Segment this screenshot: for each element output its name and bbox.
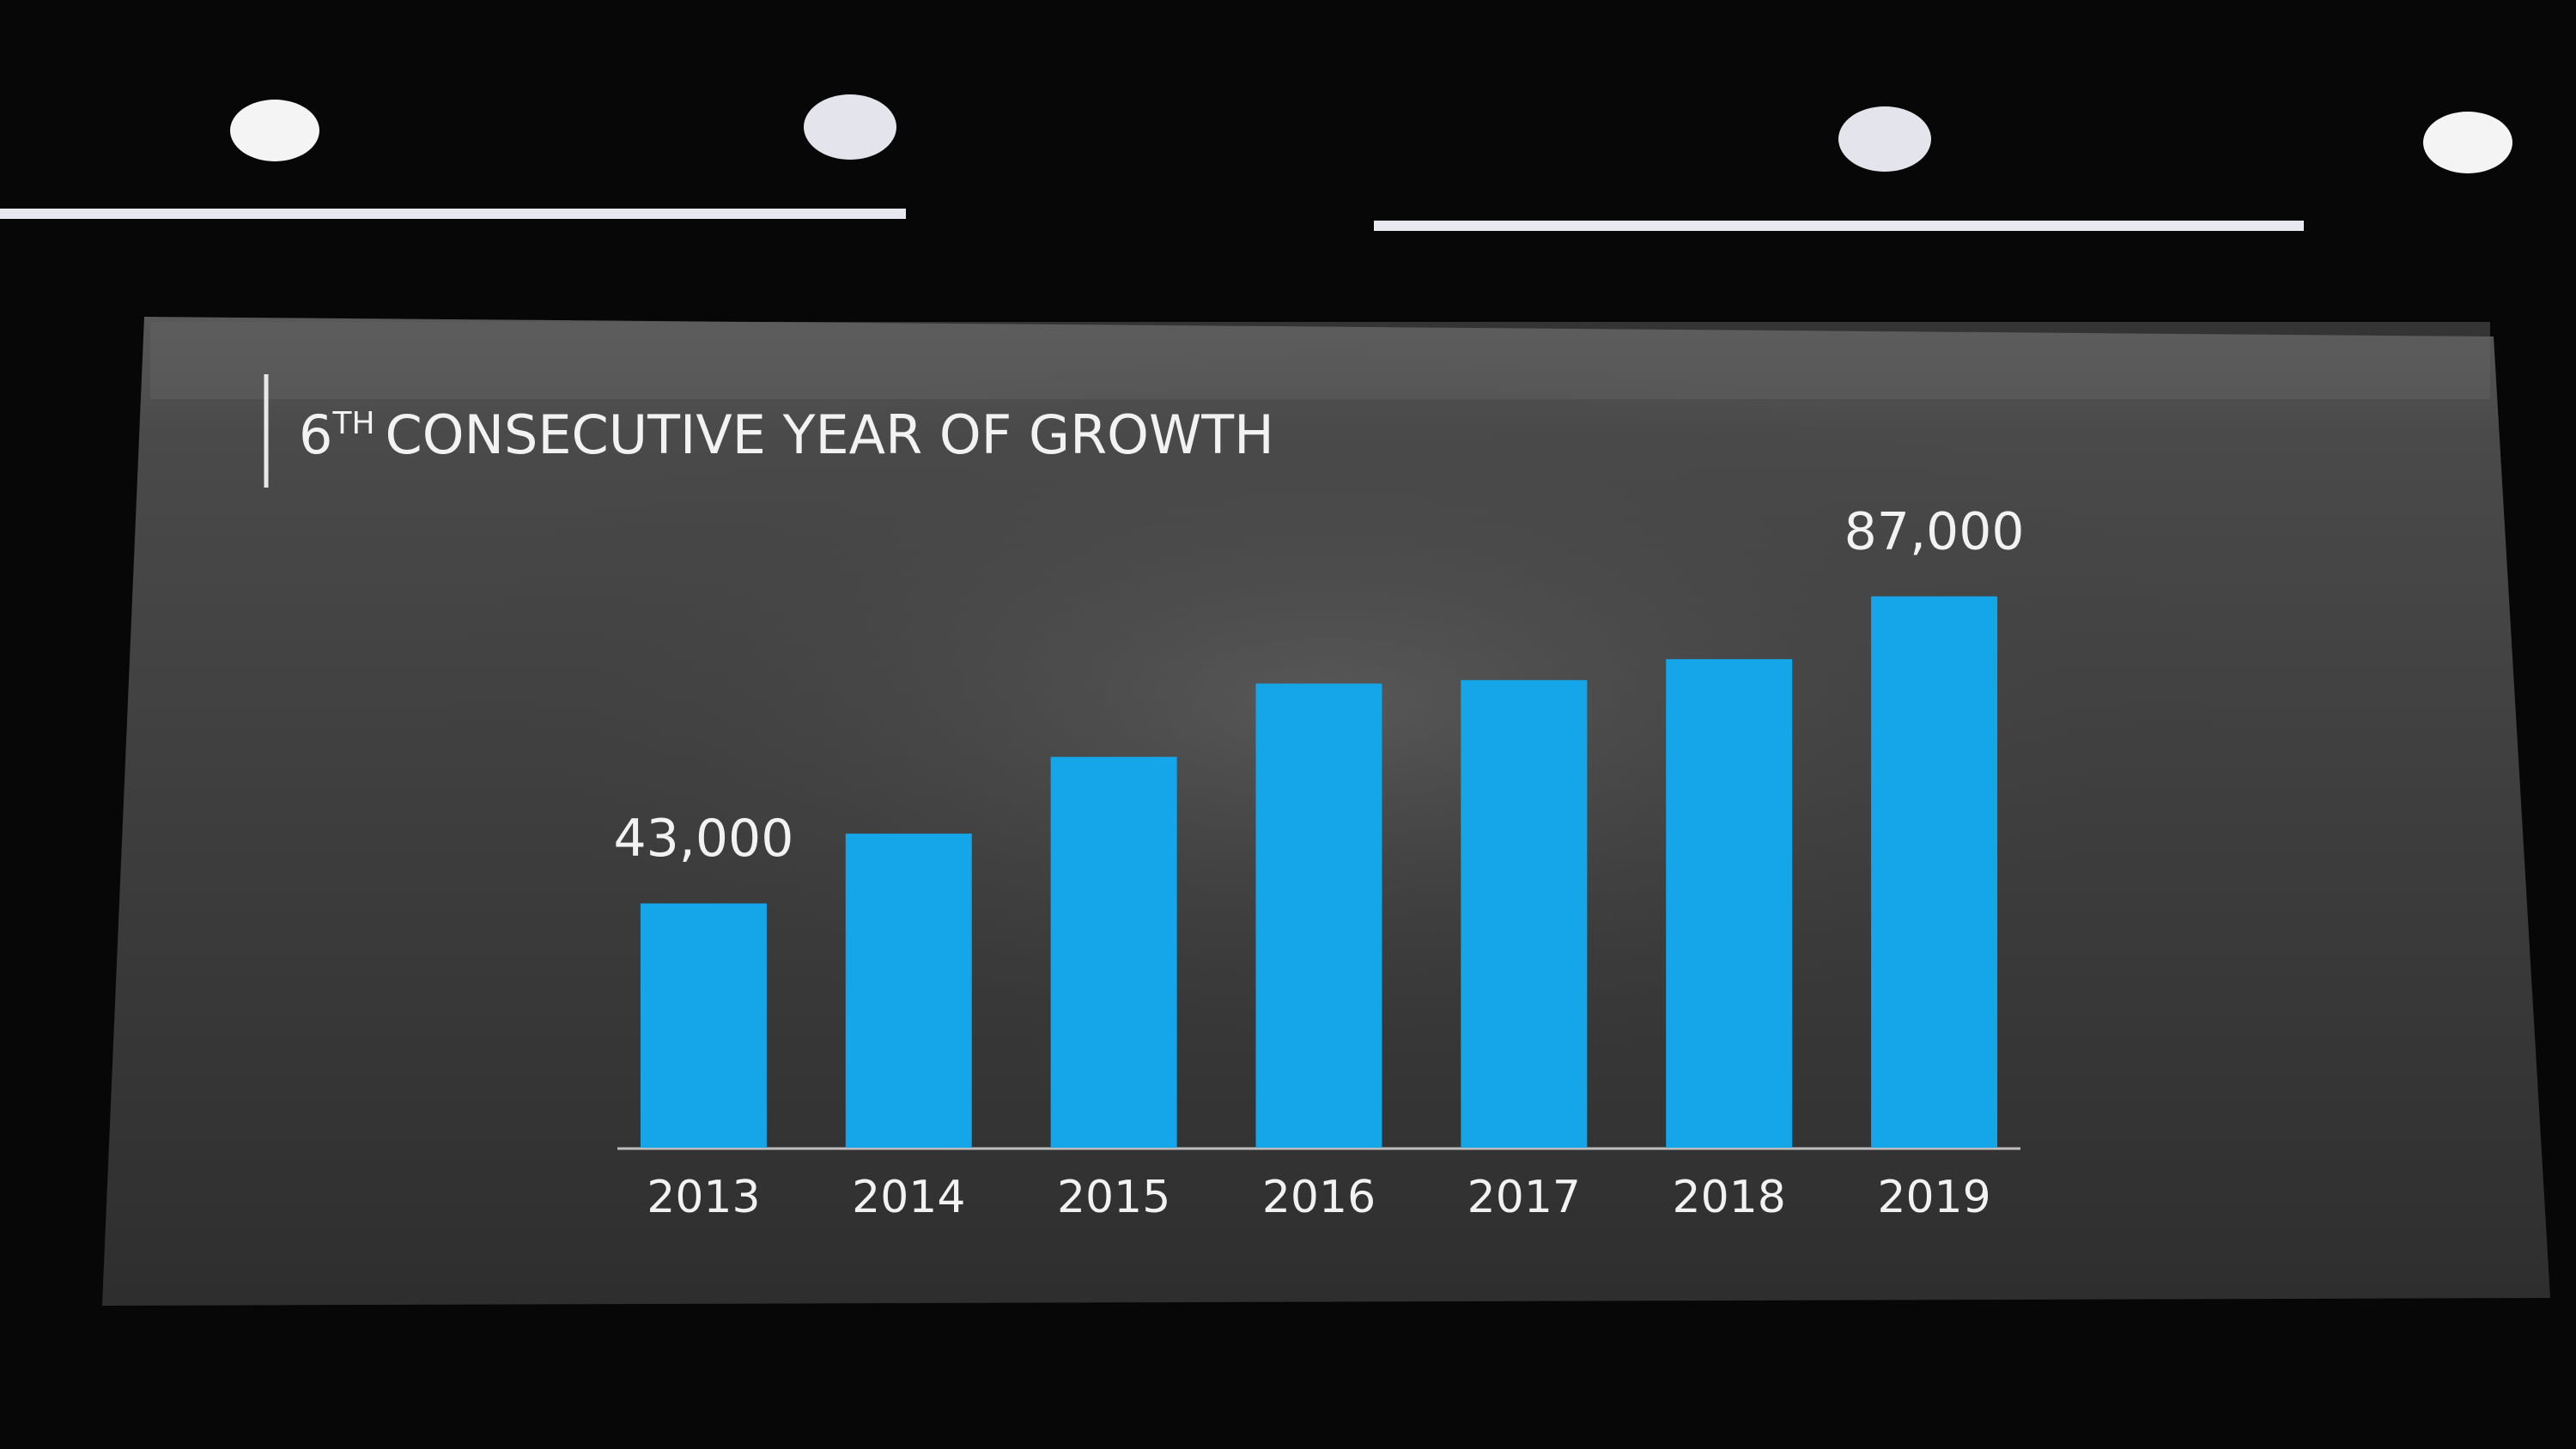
x-tick-label: 2015 [1057,1172,1170,1223]
x-tick-label: 2014 [852,1172,965,1223]
stage-lights [0,94,2512,231]
value-label: 43,000 [613,809,793,869]
value-label: 87,000 [1844,501,2025,561]
bar [640,903,767,1148]
spotlight [804,94,896,160]
light-bar [0,209,906,219]
x-tick-label: 2016 [1262,1172,1376,1223]
bars: 2013 43,000 2014 2015 2016 2017 2018 2019 87,000 [613,501,2024,1223]
bar [1050,756,1177,1148]
bar [1871,596,1998,1148]
title-text: CONSECUTIVE YEAR OF GROWTH [386,403,1274,466]
bar [845,834,972,1148]
title-ordinal: 6 [299,403,332,466]
x-tick-label: 2017 [1467,1172,1581,1223]
spotlight [1838,106,1931,172]
bar [1666,658,1793,1148]
x-tick-label: 2019 [1877,1172,1990,1223]
x-tick-label: 2018 [1673,1172,1786,1223]
bar [1461,680,1588,1148]
light-bar [1374,221,2304,231]
spotlight [230,100,319,161]
title-suffix: TH [331,406,374,441]
chart-title: 6TH CONSECUTIVE YEAR OF GROWTH [299,403,1274,466]
spotlight [2423,112,2512,173]
x-tick-label: 2013 [647,1172,760,1223]
bar [1255,683,1382,1148]
